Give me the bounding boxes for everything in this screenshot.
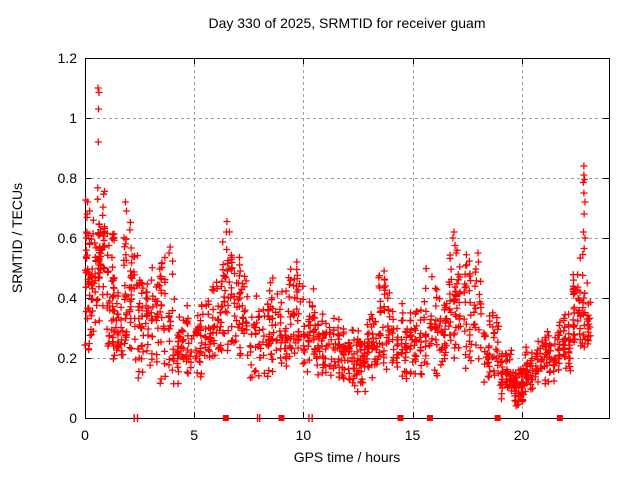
chart-title: Day 330 of 2025, SRMTID for receiver gua…: [208, 15, 486, 31]
y-tick-label: 0.8: [57, 170, 77, 186]
y-tick-label: 0: [69, 410, 77, 426]
x-tick-label: 15: [404, 427, 421, 443]
y-tick-label: 0.6: [57, 230, 77, 246]
y-tick-label: 0.2: [57, 350, 77, 366]
y-tick-label: 1: [69, 110, 77, 126]
y-tick-label: 0.4: [57, 290, 77, 306]
y-tick-label: 1.2: [57, 50, 77, 66]
x-axis-label: GPS time / hours: [293, 449, 401, 465]
x-tick-label: 20: [513, 427, 530, 443]
x-tick-label: 0: [81, 427, 89, 443]
x-tick-label: 10: [295, 427, 312, 443]
y-axis-label: SRMTID / TECUs: [9, 182, 25, 294]
x-tick-label: 5: [190, 427, 199, 443]
